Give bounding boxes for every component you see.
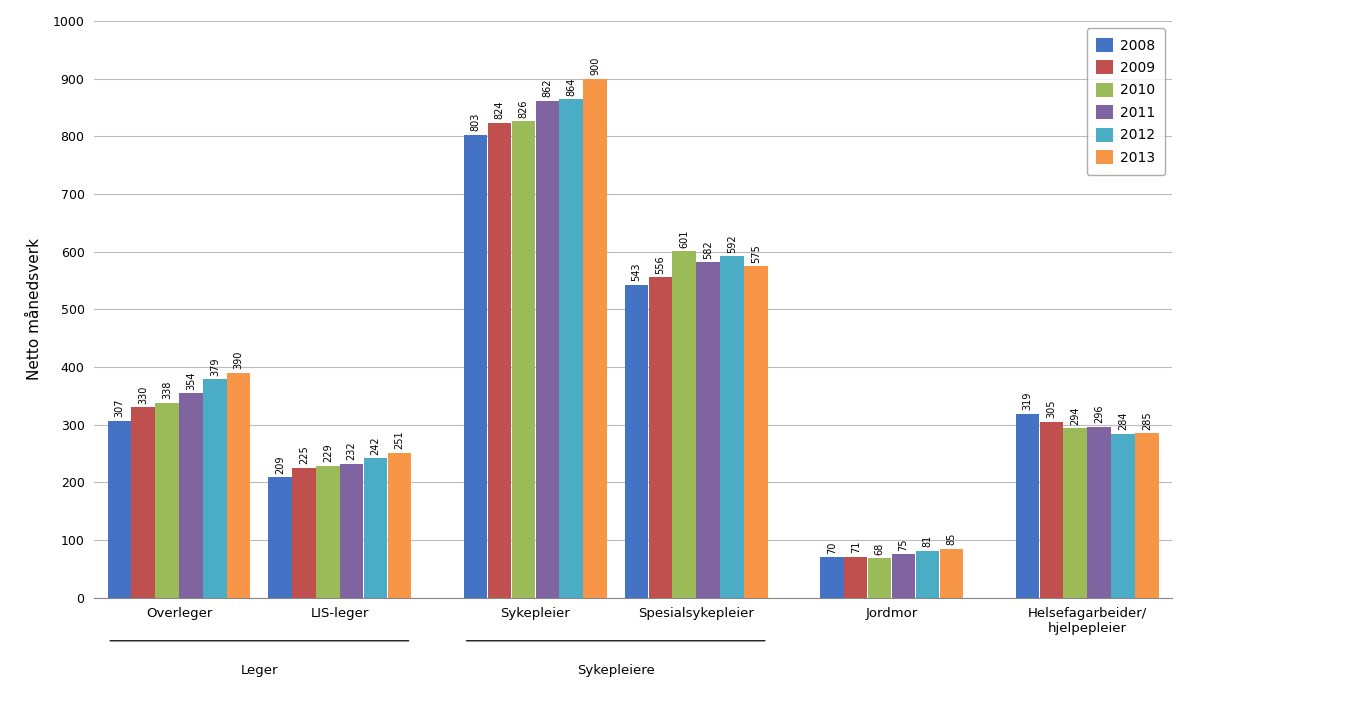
Text: Sykepleiere: Sykepleiere <box>577 664 655 677</box>
Text: 826: 826 <box>519 99 528 118</box>
Text: 338: 338 <box>162 381 172 399</box>
Bar <box>463 135 488 598</box>
Text: 824: 824 <box>494 101 505 119</box>
Text: 242: 242 <box>370 436 381 455</box>
Legend: 2008, 2009, 2010, 2011, 2012, 2013: 2008, 2009, 2010, 2011, 2012, 2013 <box>1087 28 1165 174</box>
Text: 582: 582 <box>703 240 713 259</box>
Bar <box>820 557 843 598</box>
Text: 70: 70 <box>827 541 836 554</box>
Bar <box>388 453 411 598</box>
Bar <box>108 420 131 598</box>
Text: 575: 575 <box>750 244 761 263</box>
Bar <box>488 122 512 598</box>
Bar <box>1136 433 1158 598</box>
Bar <box>1016 413 1039 598</box>
Bar <box>203 379 226 598</box>
Text: 390: 390 <box>234 351 244 369</box>
Text: 251: 251 <box>395 431 404 449</box>
Bar <box>1087 427 1111 598</box>
Bar <box>1064 428 1087 598</box>
Bar <box>559 100 583 598</box>
Bar <box>155 403 179 598</box>
Bar <box>721 257 744 598</box>
Text: 209: 209 <box>275 455 286 474</box>
Text: 862: 862 <box>543 79 552 97</box>
Text: 307: 307 <box>114 399 124 417</box>
Bar <box>1111 434 1134 598</box>
Text: 379: 379 <box>210 357 220 375</box>
Text: 319: 319 <box>1022 392 1032 411</box>
Bar <box>867 558 892 598</box>
Text: 285: 285 <box>1142 411 1152 430</box>
Text: Leger: Leger <box>241 664 279 677</box>
Text: 543: 543 <box>632 263 641 281</box>
Bar <box>744 266 768 598</box>
Text: 601: 601 <box>679 229 690 247</box>
Text: 296: 296 <box>1094 405 1105 423</box>
Text: 803: 803 <box>470 112 481 131</box>
Bar <box>179 394 202 598</box>
Text: 284: 284 <box>1118 412 1127 430</box>
Bar <box>892 554 916 598</box>
Text: 75: 75 <box>898 538 909 551</box>
Bar <box>228 373 251 598</box>
Bar <box>672 251 696 598</box>
Text: 305: 305 <box>1047 400 1056 418</box>
Bar <box>648 277 672 598</box>
Bar <box>845 557 867 598</box>
Y-axis label: Netto månedsverk: Netto månedsverk <box>27 238 42 380</box>
Text: 225: 225 <box>299 446 308 465</box>
Text: 232: 232 <box>346 441 357 460</box>
Bar <box>696 262 719 598</box>
Text: 71: 71 <box>851 541 861 553</box>
Text: 68: 68 <box>874 543 885 555</box>
Text: 354: 354 <box>186 371 195 390</box>
Bar <box>916 551 939 598</box>
Text: 294: 294 <box>1071 406 1080 425</box>
Text: 229: 229 <box>323 444 333 462</box>
Bar <box>940 548 963 598</box>
Text: 592: 592 <box>727 234 737 253</box>
Bar <box>292 468 315 598</box>
Bar <box>512 122 535 598</box>
Bar <box>339 464 364 598</box>
Text: 556: 556 <box>655 255 665 273</box>
Text: 864: 864 <box>566 77 577 96</box>
Bar <box>536 101 559 598</box>
Bar <box>132 407 155 598</box>
Text: 900: 900 <box>590 57 599 75</box>
Bar <box>625 285 648 598</box>
Text: 85: 85 <box>947 533 956 545</box>
Bar <box>268 477 292 598</box>
Text: 81: 81 <box>923 535 932 548</box>
Bar <box>364 458 388 598</box>
Bar <box>1040 422 1063 598</box>
Text: 330: 330 <box>139 385 148 404</box>
Bar <box>583 79 606 598</box>
Bar <box>317 465 339 598</box>
